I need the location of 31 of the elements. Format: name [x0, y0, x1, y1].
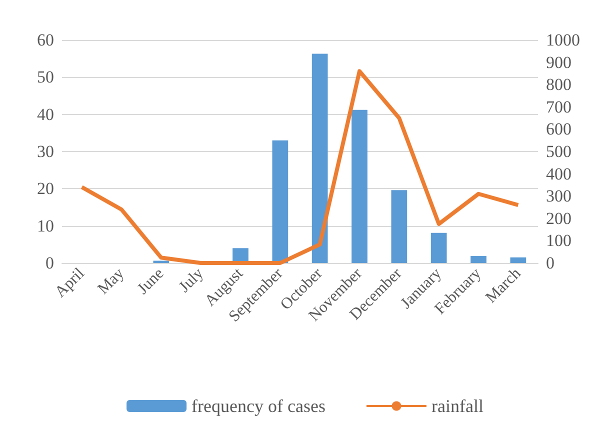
y2-tick-label: 300	[546, 186, 572, 206]
x-tick-label: June	[134, 264, 168, 298]
y2-tick-label: 1000	[546, 30, 580, 50]
y2-tick-label: 100	[546, 231, 572, 250]
y2-tick-label: 800	[546, 75, 572, 94]
bar	[391, 190, 408, 263]
legend-label: rainfall	[431, 396, 484, 416]
bar	[312, 54, 328, 263]
x-tick-label: May	[94, 264, 128, 298]
bar	[470, 256, 486, 263]
y2-tick-label: 900	[546, 52, 572, 72]
y2-tick-label: 600	[546, 120, 572, 139]
line-series	[80, 69, 520, 265]
bar	[430, 232, 447, 263]
y-tick-label: 20	[37, 179, 54, 198]
y2-tick-label: 0	[546, 254, 554, 272]
bar	[510, 257, 526, 263]
bar	[352, 110, 368, 263]
x-tick-label: July	[176, 264, 207, 296]
y2-tick-label: 700	[546, 97, 572, 116]
y-tick-label: 0	[46, 254, 54, 272]
y2-tick-label: 200	[546, 208, 572, 228]
y2-tick-label: 400	[546, 164, 572, 184]
y-tick-label: 40	[37, 104, 54, 124]
legend-label: frequency of cases	[192, 396, 326, 416]
y-tick-label: 50	[37, 68, 54, 87]
bar	[272, 140, 288, 263]
y2-tick-label: 500	[546, 142, 572, 161]
y-tick-label: 60	[37, 30, 54, 50]
y-tick-label: 10	[37, 216, 54, 236]
y-tick-label: 30	[37, 142, 54, 161]
